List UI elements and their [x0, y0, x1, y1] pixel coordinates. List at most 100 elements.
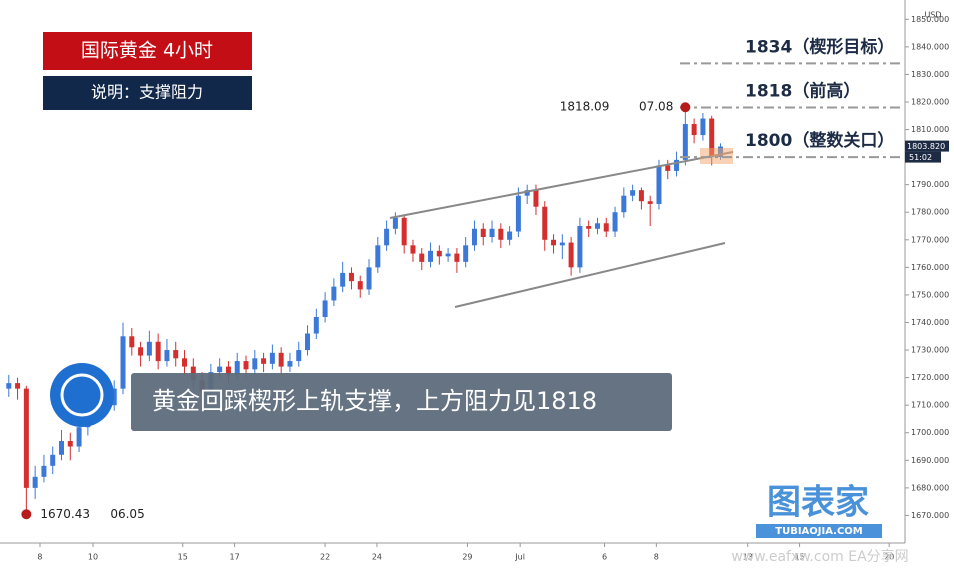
- candle-body: [682, 124, 688, 160]
- candle-body: [384, 228, 390, 246]
- x-tick-label: 8: [654, 553, 659, 562]
- candle-body: [542, 206, 548, 240]
- logo-ring: [60, 373, 104, 417]
- candle-body: [146, 341, 152, 356]
- candle-body: [401, 217, 407, 246]
- y-tick-label: 1720.000: [911, 373, 949, 382]
- candle-body: [234, 361, 240, 375]
- candle-body: [32, 476, 38, 488]
- y-tick-label: 1770.000: [911, 235, 949, 244]
- x-tick-label: 17: [230, 553, 240, 562]
- timer-label: 51:02: [909, 153, 932, 162]
- lower-trendline: [454, 242, 726, 308]
- y-tick-label: 1670.000: [911, 511, 949, 520]
- timer-box: [905, 151, 941, 163]
- y-tick-label: 1710.000: [911, 401, 949, 410]
- candle-body: [647, 201, 653, 204]
- x-tick-label: 15: [178, 553, 188, 562]
- candle-body: [164, 350, 170, 362]
- candle-body: [524, 190, 530, 196]
- candle-body: [489, 228, 495, 238]
- watermark: 图表家: [767, 483, 869, 523]
- y-tick-label: 1810.000: [911, 125, 949, 134]
- candle-body: [225, 366, 231, 375]
- y-tick-label: 1690.000: [911, 456, 949, 465]
- candle-body: [340, 272, 346, 287]
- extreme-marker: [21, 509, 32, 520]
- banner-box: [131, 373, 672, 431]
- y-tick-label: 1760.000: [911, 263, 949, 272]
- candle-body: [111, 388, 117, 406]
- y-tick-label: 1840.000: [911, 42, 949, 51]
- candle-body: [700, 118, 706, 136]
- current-price-label: 1803.820: [907, 142, 945, 151]
- candle-body: [568, 242, 574, 268]
- title-box: [43, 32, 252, 70]
- candle-body: [76, 427, 82, 447]
- x-tick-label: Jul: [514, 553, 525, 562]
- candle-body: [252, 358, 258, 370]
- candle-body: [709, 118, 715, 158]
- level-label: 1834（楔形目标）: [745, 36, 894, 57]
- extreme-date: 07.08: [639, 100, 673, 114]
- candle-body: [243, 361, 249, 370]
- x-tick-label: 29: [462, 553, 472, 562]
- extreme-date: 06.05: [110, 507, 144, 521]
- candle-body: [463, 245, 469, 262]
- y-tick-label: 1750.000: [911, 290, 949, 299]
- candle-body: [287, 361, 293, 367]
- candle-body: [454, 253, 460, 262]
- y-tick-label: 1820.000: [911, 97, 949, 106]
- candle-body: [445, 253, 451, 257]
- candle-body: [217, 366, 223, 373]
- candle-body: [278, 352, 284, 367]
- candle-body: [498, 228, 504, 240]
- upper-trendline: [389, 151, 734, 219]
- y-tick-label: 1850.000: [911, 15, 949, 24]
- candle-body: [15, 383, 21, 389]
- candle-body: [67, 441, 73, 447]
- candle-body: [366, 267, 372, 290]
- candle-body: [691, 124, 697, 136]
- candle-body: [120, 336, 126, 389]
- candle-body: [261, 358, 267, 364]
- subtitle: 说明：支撑阻力: [91, 83, 203, 102]
- x-tick-label: 10: [88, 553, 98, 562]
- y-tick-label: 1730.000: [911, 346, 949, 355]
- candle-body: [515, 195, 521, 232]
- candle-body: [638, 190, 644, 202]
- candle-body: [612, 212, 618, 232]
- level-label: 1800（整数关口）: [745, 130, 894, 151]
- title: 国际黄金 4小时: [81, 40, 213, 62]
- candle-body: [594, 223, 600, 229]
- watermark-url: TUBIAOJIA.COM: [775, 526, 863, 537]
- x-tick-label: 6: [602, 553, 607, 562]
- candle-body: [348, 272, 354, 282]
- y-tick-label: 1780.000: [911, 208, 949, 217]
- candle-body: [322, 300, 328, 317]
- candle-body: [533, 190, 539, 207]
- candle-body: [471, 228, 477, 246]
- candle-body: [419, 253, 425, 262]
- candle-body: [138, 347, 144, 356]
- candle-body: [665, 165, 671, 171]
- footer: www.eafxw.com EA分享网: [731, 548, 908, 565]
- candle-body: [50, 454, 56, 466]
- candle-body: [480, 228, 486, 238]
- watermark-bar: [756, 524, 882, 538]
- candle-body: [59, 441, 65, 455]
- candle-body: [331, 286, 337, 301]
- x-tick-label: 22: [320, 553, 330, 562]
- candle-body: [428, 250, 434, 262]
- y-tick-label: 1830.000: [911, 70, 949, 79]
- candle-body: [630, 190, 636, 196]
- y-tick-label: 1680.000: [911, 483, 949, 492]
- candle-body: [313, 316, 319, 334]
- y-tick-label: 1740.000: [911, 318, 949, 327]
- x-tick-label: 8: [37, 553, 42, 562]
- overlay: 1834（楔形目标） 1818（前高） 1800（整数关口） 1818.09 07.08…: [21, 36, 949, 521]
- x-tick-label: 15: [794, 553, 804, 562]
- banner: 黄金回踩楔形上轨支撑，上方阻力见1818: [152, 387, 597, 415]
- candle-body: [357, 281, 363, 290]
